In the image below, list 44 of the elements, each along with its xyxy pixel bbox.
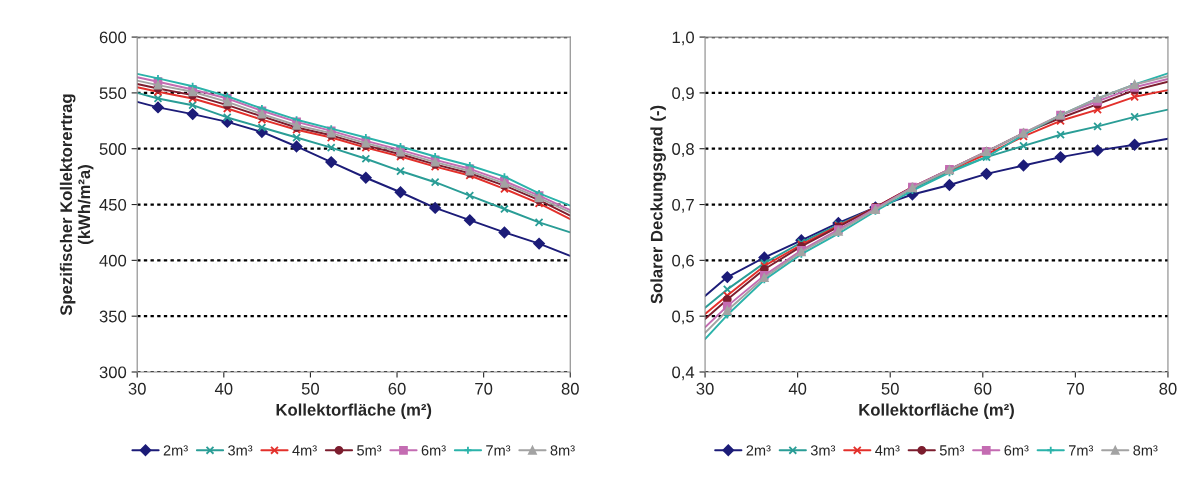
x-tick-label: 80 [561,382,579,395]
y-tick-label: 0,6 [672,254,694,269]
x-tick-label: 80 [1159,382,1177,395]
x-axis-title: Kollektorfläche (m²) [859,403,1014,420]
y-tick-label: 0,7 [672,198,694,213]
y-axis-title: Spezifischer Kollektorertrag (kWh/m²a) [59,94,94,316]
y-tick-label: 500 [99,143,127,155]
legend-label: 7m³ [1068,445,1094,456]
x-tick-label: 50 [301,382,320,395]
x-tick-label: 50 [881,382,899,395]
y-tick-label: 400 [99,254,127,267]
legend-label: 6m³ [421,445,446,456]
legend-label: 8m³ [550,445,575,456]
legend-label: 6m³ [1004,445,1029,456]
legend-label: 5m³ [939,445,965,456]
x-tick-label: 60 [388,382,406,395]
legend-label: 7m³ [486,445,511,456]
legend-label: 3m³ [228,445,253,456]
legend-label: 3m³ [810,445,836,456]
x-tick-label: 40 [788,382,807,395]
x-tick-label: 40 [214,382,233,395]
y-tick-label: 550 [99,87,127,100]
y-axis-title: Solarer Deckungsgrad (-) [650,105,666,304]
legend-label: 4m³ [292,445,317,456]
x-axis-title: Kollektorfläche (m²) [276,403,432,420]
y-tick-label: 600 [99,31,127,44]
y-tick-label: 0,5 [672,310,694,325]
legend-label: 8m³ [1133,445,1158,456]
y-tick-label: 1,0 [672,31,694,46]
legend-label: 5m³ [357,445,382,456]
x-tick-label: 30 [128,382,146,395]
x-tick-label: 30 [696,382,714,395]
x-tick-label: 60 [974,382,992,395]
y-tick-label: 0,8 [672,143,694,157]
y-tick-label: 0,9 [672,87,694,102]
legend-label: 2m³ [746,445,771,456]
x-tick-label: 70 [1066,382,1084,395]
y-tick-label: 0,4 [672,366,695,381]
y-tick-label: 450 [99,198,127,211]
legend-label: 4m³ [875,445,900,456]
legend-label: 2m³ [163,445,188,456]
x-tick-label: 70 [475,382,493,395]
y-tick-label: 300 [99,366,127,379]
y-tick-label: 350 [99,310,127,323]
